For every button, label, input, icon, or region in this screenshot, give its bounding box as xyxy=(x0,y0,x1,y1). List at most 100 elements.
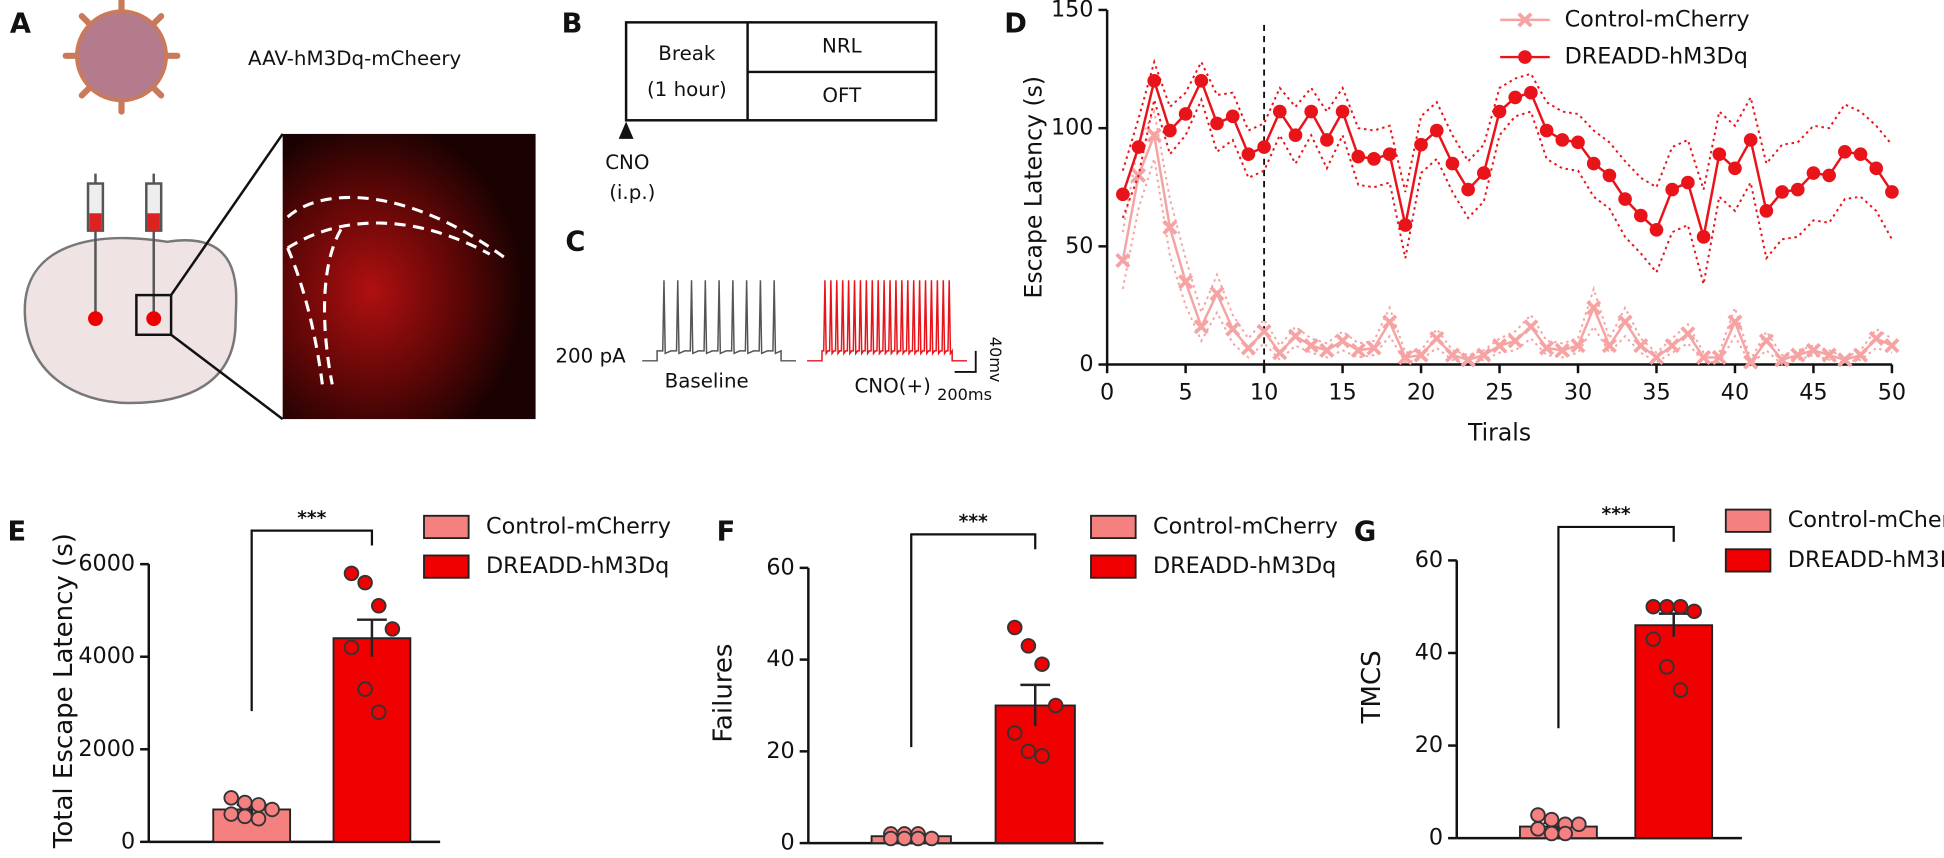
data-point xyxy=(1672,598,1689,615)
injection-site xyxy=(146,311,162,327)
marker xyxy=(1240,340,1256,356)
marker xyxy=(1555,133,1570,147)
y-axis-label: Escape Latency (s) xyxy=(1020,76,1048,299)
marker xyxy=(1146,127,1162,143)
data-point xyxy=(357,681,373,697)
data-point xyxy=(343,565,360,582)
marker xyxy=(1335,104,1350,119)
marker xyxy=(1885,185,1899,199)
marker xyxy=(1696,349,1712,365)
x-tick-label: 15 xyxy=(1328,380,1356,406)
legend-swatch xyxy=(1090,514,1137,540)
zoom-line xyxy=(170,133,284,296)
timeline-box xyxy=(624,21,938,122)
data-point xyxy=(223,790,239,806)
marker xyxy=(1696,230,1711,244)
marker xyxy=(1633,208,1648,223)
x-tick-label: 10 xyxy=(1250,380,1278,406)
data-point xyxy=(237,808,253,825)
virus-name: AAV-hM3Dq-mCheery xyxy=(248,47,462,70)
legend-label: DREADD-hM3Dq xyxy=(1788,547,1944,573)
zoom-line xyxy=(170,333,284,421)
data-point xyxy=(343,639,360,656)
legend-label: Control-mCherry xyxy=(1565,6,1750,32)
marker xyxy=(1805,342,1821,358)
marker xyxy=(1382,314,1398,330)
significance-label: *** xyxy=(1601,504,1630,525)
trace xyxy=(642,280,796,362)
x-tick-label: 35 xyxy=(1642,380,1670,406)
y-tick-label: 4000 xyxy=(78,643,135,669)
marker xyxy=(1397,349,1413,365)
marker xyxy=(1382,147,1397,161)
y-tick-label: 0 xyxy=(121,828,135,854)
marker xyxy=(1257,140,1271,154)
marker xyxy=(1288,128,1303,143)
y-tick-label: 20 xyxy=(766,738,794,764)
marker xyxy=(1210,116,1224,131)
y-tick-label: 0 xyxy=(781,830,795,856)
legend-label: Control-mCherry xyxy=(1788,507,1944,533)
y-tick-label: 40 xyxy=(1415,639,1443,665)
data-point xyxy=(923,830,940,847)
marker xyxy=(1241,147,1256,161)
injection-marker xyxy=(618,121,634,139)
marker xyxy=(1444,347,1460,363)
data-point xyxy=(357,574,373,591)
marker xyxy=(1743,354,1759,370)
marker xyxy=(1429,331,1445,347)
marker xyxy=(1398,218,1413,232)
syringes xyxy=(86,173,163,317)
marker xyxy=(1225,321,1241,337)
marker xyxy=(1648,349,1665,365)
error-bar xyxy=(1020,683,1051,727)
marker xyxy=(1193,319,1209,335)
panel-label: E xyxy=(7,517,26,548)
significance-bracket xyxy=(910,533,1037,748)
marker xyxy=(1477,166,1491,180)
marker xyxy=(1429,123,1444,138)
significance-bracket xyxy=(250,529,374,712)
legend-swatch xyxy=(1724,508,1772,533)
data-point xyxy=(250,810,267,827)
x-tick-label: 25 xyxy=(1485,380,1513,406)
marker xyxy=(1507,333,1523,349)
marker xyxy=(1116,187,1130,202)
data-point xyxy=(1034,748,1050,764)
marker xyxy=(1711,349,1727,365)
marker xyxy=(1586,300,1602,316)
data-point xyxy=(896,830,913,847)
data-point xyxy=(1645,598,1662,615)
significance-label: *** xyxy=(297,508,326,529)
series xyxy=(1116,58,1899,285)
marker xyxy=(1115,253,1131,269)
data-point xyxy=(1672,682,1689,698)
y-tick-label: 60 xyxy=(766,554,794,580)
panel-label: B xyxy=(562,8,583,39)
marker xyxy=(1554,342,1570,358)
data-point xyxy=(1659,659,1675,675)
marker xyxy=(1681,175,1695,190)
histology-image xyxy=(282,133,536,420)
legend-label: DREADD-hM3Dq xyxy=(1153,553,1336,579)
data-point xyxy=(883,830,899,847)
x-tick-label: 5 xyxy=(1179,380,1193,406)
data-point xyxy=(1047,697,1064,714)
data-point xyxy=(1020,638,1037,654)
marker xyxy=(1822,168,1836,183)
marker xyxy=(1351,149,1366,164)
data-point xyxy=(1007,619,1023,636)
panel-label: D xyxy=(1004,8,1027,39)
marker xyxy=(1366,340,1382,356)
marker xyxy=(1209,286,1225,302)
data-point xyxy=(1530,807,1546,823)
marker xyxy=(1163,123,1177,138)
x-tick-label: 30 xyxy=(1564,380,1592,406)
data-point xyxy=(237,794,253,811)
marker xyxy=(1320,133,1334,147)
legend-label: Control-mCherry xyxy=(1153,513,1338,539)
marker xyxy=(1147,74,1162,88)
x-tick-label: 45 xyxy=(1799,380,1827,406)
panel-label: A xyxy=(10,8,31,39)
marker xyxy=(1601,338,1617,354)
